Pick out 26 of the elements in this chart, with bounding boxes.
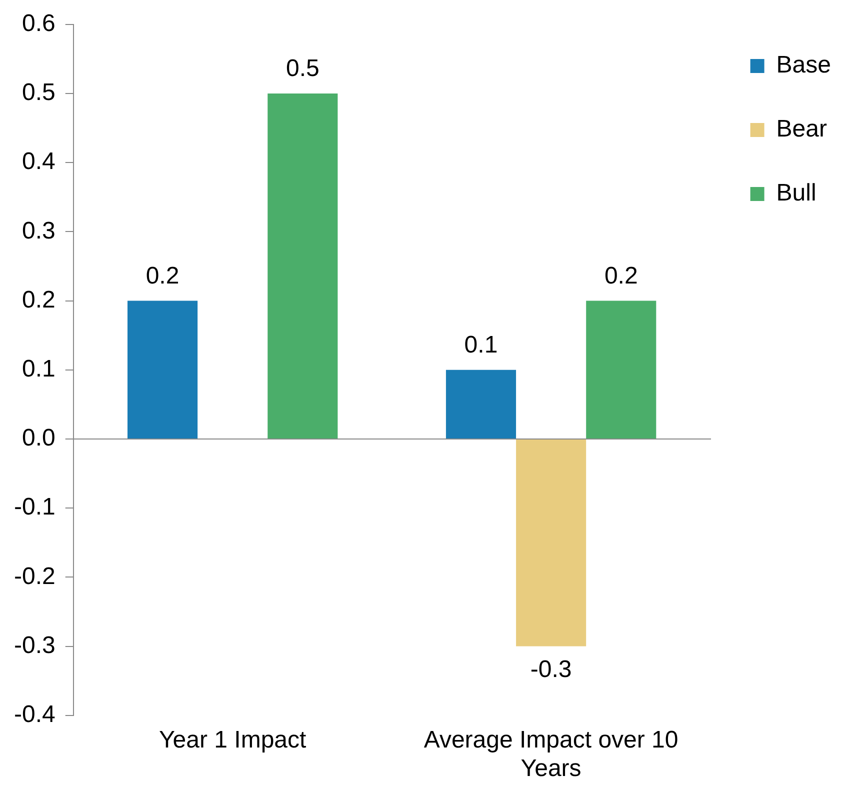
y-tick-label: 0.3 <box>22 217 56 244</box>
x-tick-label: Year 1 Impact <box>158 726 307 754</box>
y-tick-label: -0.3 <box>14 632 56 659</box>
legend-label: Bear <box>776 116 827 143</box>
y-tick-label: 0.4 <box>22 148 56 176</box>
bar <box>268 94 338 438</box>
y-tick-label: 0.2 <box>22 286 56 314</box>
y-tick-label: -0.4 <box>14 701 56 728</box>
bar <box>446 370 516 438</box>
bar <box>586 300 656 438</box>
bar <box>516 440 586 646</box>
data-label: -0.3 <box>530 656 572 683</box>
y-tick-label: 0.0 <box>22 424 56 452</box>
y-tick-label: 0.1 <box>22 356 56 383</box>
y-tick-label: -0.2 <box>14 562 56 590</box>
data-label: 0.2 <box>146 262 180 290</box>
y-tick-label: -0.1 <box>14 494 56 521</box>
y-tick-label: 0.5 <box>22 79 56 106</box>
bar <box>127 300 198 438</box>
y-tick-label: 0.6 <box>22 10 56 38</box>
legend-label: Bull <box>776 180 816 207</box>
data-label: 0.1 <box>464 332 498 359</box>
data-label: 0.5 <box>286 55 320 82</box>
data-label: 0.2 <box>604 262 638 290</box>
legend-label: Base <box>776 52 831 79</box>
x-tick-label: Average Impact over 10 Years <box>424 726 678 782</box>
